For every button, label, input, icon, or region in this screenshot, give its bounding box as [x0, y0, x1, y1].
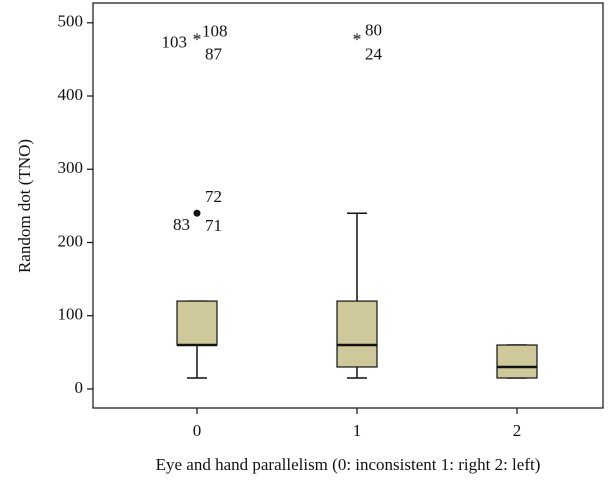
- y-tick-label: 400: [58, 85, 84, 104]
- x-tick-label: 1: [353, 421, 362, 440]
- outlier-label: 24: [365, 44, 383, 63]
- outlier-label: 80: [365, 20, 382, 39]
- plot-frame: [92, 2, 604, 409]
- outlier-label: 87: [205, 44, 223, 63]
- outlier-label: 71: [205, 216, 222, 235]
- y-tick-label: 500: [58, 12, 84, 31]
- y-axis-label: Random dot (TNO): [15, 139, 34, 273]
- outlier: *: [193, 30, 202, 50]
- outlier-label: 83: [173, 215, 190, 234]
- outlier-label: 72: [205, 187, 222, 206]
- y-tick-label: 200: [58, 231, 84, 250]
- y-tick-label: 300: [58, 158, 84, 177]
- x-axis-label: Eye and hand parallelism (0: inconsisten…: [156, 455, 541, 474]
- box: [176, 300, 218, 346]
- outlier-label: 108: [202, 21, 228, 40]
- box: [336, 300, 378, 368]
- x-tick-label: 0: [193, 421, 202, 440]
- outlier: *: [353, 30, 362, 50]
- y-tick-label: 100: [58, 305, 84, 324]
- outlier: [193, 209, 201, 217]
- y-tick-label: 0: [75, 378, 84, 397]
- x-tick-label: 2: [513, 421, 522, 440]
- box: [496, 344, 538, 379]
- outlier-label: 103: [162, 32, 188, 51]
